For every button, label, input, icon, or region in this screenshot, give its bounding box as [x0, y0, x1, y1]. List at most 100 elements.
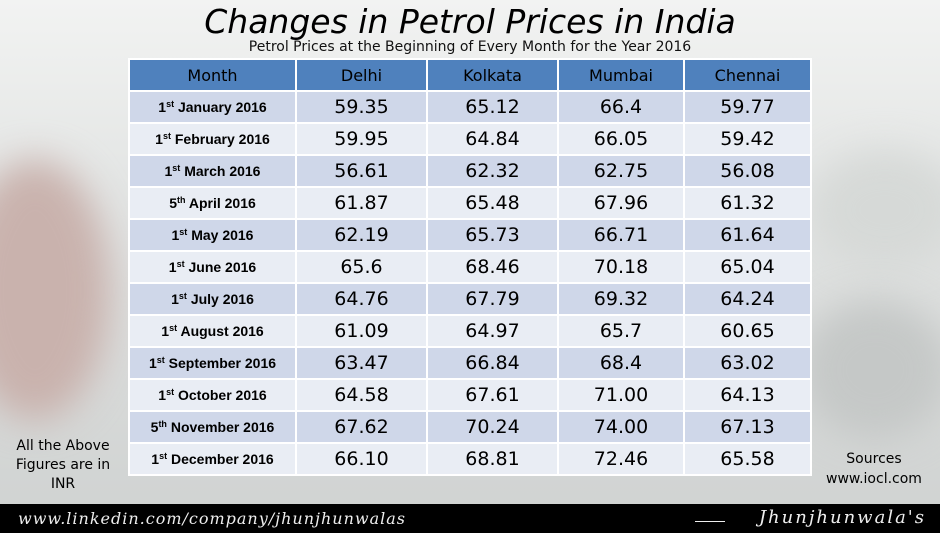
sources-block: Sources www.iocl.com — [814, 449, 934, 489]
price-cell-chennai: 61.64 — [683, 218, 812, 252]
month-cell: 1st August 2016 — [128, 314, 297, 348]
price-cell-mumbai: 72.46 — [557, 442, 685, 476]
table-row: 1st March 2016 56.61 62.32 62.75 56.08 — [128, 154, 812, 188]
price-cell-delhi: 59.95 — [295, 122, 428, 156]
price-cell-delhi: 61.09 — [295, 314, 428, 348]
page-subtitle: Petrol Prices at the Beginning of Every … — [248, 39, 692, 55]
month-day: 1 — [164, 163, 173, 179]
month-day-suffix: st — [176, 259, 185, 269]
sources-label: Sources — [846, 451, 902, 467]
month-day-suffix: st — [169, 323, 178, 333]
month-day-suffix: th — [176, 195, 186, 205]
price-cell-chennai: 56.08 — [683, 154, 812, 188]
price-cell-chennai: 63.02 — [683, 346, 812, 380]
month-name: June 2016 — [188, 259, 257, 275]
price-cell-chennai: 59.77 — [683, 90, 812, 124]
price-cell-chennai: 65.58 — [683, 442, 812, 476]
table-row: 5th November 2016 67.62 70.24 74.00 67.13 — [128, 410, 812, 444]
column-header-month: Month — [128, 58, 297, 92]
table-row: 1st June 2016 65.6 68.46 70.18 65.04 — [128, 250, 812, 284]
month-day-suffix: st — [156, 355, 165, 365]
price-cell-mumbai: 66.4 — [557, 90, 685, 124]
price-cell-mumbai: 65.7 — [557, 314, 685, 348]
month-day-suffix: st — [166, 387, 175, 397]
month-day-suffix: th — [158, 419, 167, 429]
table-row: 5th April 2016 61.87 65.48 67.96 61.32 — [128, 186, 812, 220]
month-cell: 5th November 2016 — [128, 410, 297, 444]
month-day: 1 — [151, 451, 160, 467]
month-day: 1 — [171, 291, 179, 307]
footer-brand-underline — [695, 521, 725, 522]
price-cell-delhi: 61.87 — [295, 186, 428, 220]
price-cell-chennai: 61.32 — [683, 186, 812, 220]
month-day-suffix: st — [162, 131, 171, 141]
month-name: November 2016 — [170, 419, 275, 435]
month-cell: 1st July 2016 — [128, 282, 297, 316]
month-name: April 2016 — [188, 195, 256, 211]
month-day: 1 — [158, 387, 167, 403]
price-cell-delhi: 65.6 — [295, 250, 428, 284]
month-name: September 2016 — [168, 355, 277, 371]
price-cell-kolkata: 70.24 — [426, 410, 559, 444]
month-cell: 1st June 2016 — [128, 250, 297, 284]
month-day: 1 — [158, 99, 167, 115]
price-table: Month Delhi Kolkata Mumbai Chennai 1st J… — [128, 58, 812, 476]
price-cell-mumbai: 62.75 — [557, 154, 685, 188]
currency-note: All the Above Figures are in INR — [15, 438, 111, 492]
price-cell-delhi: 64.58 — [295, 378, 428, 412]
price-cell-delhi: 64.76 — [295, 282, 428, 316]
column-header-mumbai: Mumbai — [557, 58, 685, 92]
price-cell-mumbai: 71.00 — [557, 378, 685, 412]
month-day: 1 — [155, 131, 163, 147]
table-header-row: Month Delhi Kolkata Mumbai Chennai — [128, 58, 812, 92]
table-row: 1st May 2016 62.19 65.73 66.71 61.64 — [128, 218, 812, 252]
table-row: 1st September 2016 63.47 66.84 68.4 63.02 — [128, 346, 812, 380]
month-name: October 2016 — [177, 387, 267, 403]
price-cell-chennai: 59.42 — [683, 122, 812, 156]
month-name: March 2016 — [184, 163, 261, 179]
table-row: 1st August 2016 61.09 64.97 65.7 60.65 — [128, 314, 812, 348]
column-header-kolkata: Kolkata — [426, 58, 559, 92]
column-header-delhi: Delhi — [295, 58, 428, 92]
footer-url: www.linkedin.com/company/jhunjhunwalas — [18, 509, 407, 528]
month-day: 1 — [161, 323, 170, 339]
price-cell-kolkata: 64.84 — [426, 122, 559, 156]
price-cell-mumbai: 68.4 — [557, 346, 685, 380]
price-cell-delhi: 56.61 — [295, 154, 428, 188]
month-day-suffix: st — [166, 99, 175, 109]
price-cell-chennai: 64.13 — [683, 378, 812, 412]
price-cell-kolkata: 65.73 — [426, 218, 559, 252]
month-day: 1 — [168, 259, 177, 275]
column-header-chennai: Chennai — [683, 58, 812, 92]
month-cell: 5th April 2016 — [128, 186, 297, 220]
price-cell-delhi: 62.19 — [295, 218, 428, 252]
price-cell-mumbai: 69.32 — [557, 282, 685, 316]
price-cell-delhi: 66.10 — [295, 442, 428, 476]
table-row: 1st February 2016 59.95 64.84 66.05 59.42 — [128, 122, 812, 156]
price-cell-delhi: 63.47 — [295, 346, 428, 380]
price-cell-kolkata: 67.61 — [426, 378, 559, 412]
price-cell-kolkata: 65.12 — [426, 90, 559, 124]
price-cell-mumbai: 66.05 — [557, 122, 685, 156]
footer-brand: Jhunjhunwala's — [758, 507, 926, 528]
month-cell: 1st September 2016 — [128, 346, 297, 380]
month-name: July 2016 — [190, 291, 254, 307]
background-decoration — [810, 150, 940, 270]
month-day: 1 — [148, 355, 157, 371]
price-cell-chennai: 65.04 — [683, 250, 812, 284]
table-row: 1st July 2016 64.76 67.79 69.32 64.24 — [128, 282, 812, 316]
month-cell: 1st December 2016 — [128, 442, 297, 476]
price-cell-mumbai: 70.18 — [557, 250, 685, 284]
price-cell-chennai: 67.13 — [683, 410, 812, 444]
table-row: 1st October 2016 64.58 67.61 71.00 64.13 — [128, 378, 812, 412]
month-day-suffix: st — [159, 451, 168, 461]
month-name: May 2016 — [191, 227, 254, 243]
footer-bar: www.linkedin.com/company/jhunjhunwalas J… — [0, 504, 940, 533]
month-day: 5 — [169, 195, 177, 211]
price-cell-chennai: 64.24 — [683, 282, 812, 316]
page-title: Changes in Petrol Prices in India — [204, 2, 736, 41]
month-cell: 1st May 2016 — [128, 218, 297, 252]
month-day: 5 — [150, 419, 159, 435]
price-cell-kolkata: 66.84 — [426, 346, 559, 380]
price-cell-kolkata: 64.97 — [426, 314, 559, 348]
